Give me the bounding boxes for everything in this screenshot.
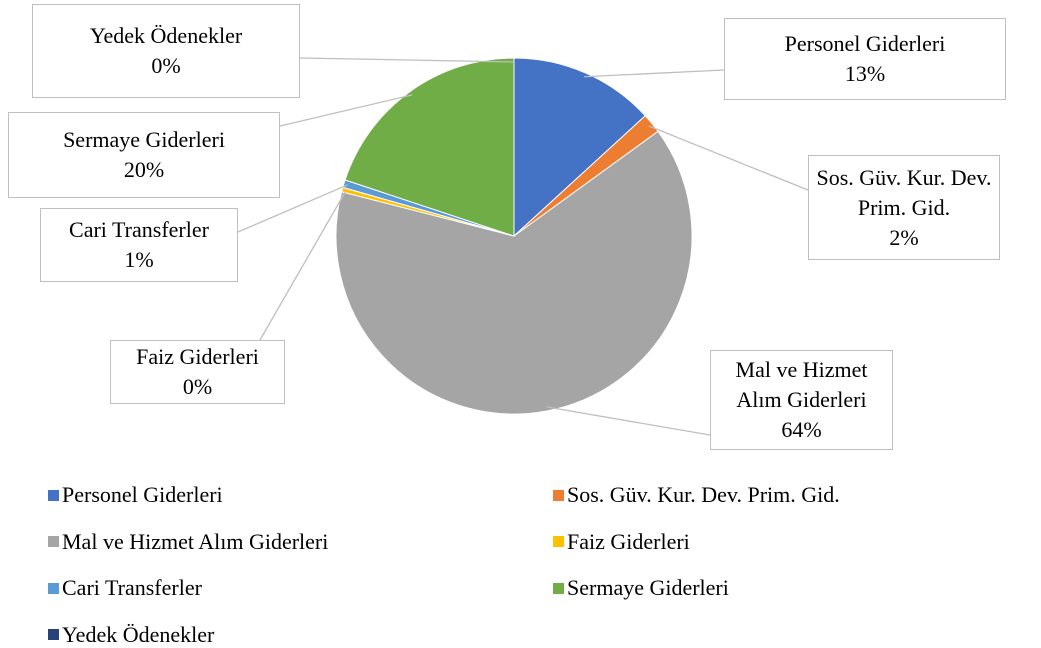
leader-line (584, 69, 725, 78)
legend-swatch (553, 536, 564, 547)
data-label-name: Faiz Giderleri (136, 344, 259, 369)
leader-line (237, 184, 348, 233)
data-label: Faiz Giderleri 0% (110, 340, 285, 404)
data-label-value: 64% (781, 417, 822, 442)
legend-item: Sos. Güv. Kur. Dev. Prim. Gid. (553, 480, 840, 510)
data-label-value: 0% (151, 53, 181, 78)
legend-swatch (48, 582, 59, 594)
pie-slice (344, 57, 515, 237)
legend-swatch (48, 536, 59, 547)
data-label-name: Personel Giderleri (784, 31, 946, 56)
legend-label: Faiz Giderleri (567, 528, 690, 554)
leader-line (299, 57, 515, 63)
leader-line (259, 190, 347, 341)
data-label-value: 13% (844, 61, 886, 86)
legend-label: Mal ve Hizmet Alım Giderleri (62, 528, 329, 554)
leader-line (648, 125, 809, 191)
pie-slice (335, 130, 693, 415)
data-label: Yedek Ödenekler 0% (32, 4, 300, 98)
data-label-value: 0% (182, 374, 213, 399)
data-label-name: Sos. Güv. Kur. Dev. Prim. Gid. (816, 164, 992, 220)
legend-item: Cari Transferler (48, 573, 202, 603)
data-label: Mal ve Hizmet Alım Giderleri 64% (710, 350, 893, 450)
legend-item: Sermaye Giderleri (553, 573, 729, 603)
data-label-name: Sermaye Giderleri (63, 127, 225, 152)
data-label: Sermaye Giderleri 20% (8, 112, 280, 198)
legend-swatch (48, 629, 59, 640)
legend-item: Mal ve Hizmet Alım Giderleri (48, 527, 328, 557)
legend-item: Faiz Giderleri (553, 527, 690, 557)
data-label: Personel Giderleri 13% (724, 18, 1006, 100)
legend-item: Personel Giderleri (48, 480, 223, 510)
data-label-value: 2% (889, 224, 919, 250)
data-label-value: 20% (123, 157, 165, 182)
legend-label: Yedek Ödenekler (62, 621, 215, 647)
legend-label: Sermaye Giderleri (567, 575, 729, 600)
legend-swatch (553, 489, 564, 501)
data-label-name: Cari Transferler (69, 217, 209, 242)
leader-line (279, 94, 413, 127)
legend-item: Yedek Ödenekler (48, 620, 214, 648)
data-label-value: 1% (124, 247, 154, 272)
legend-label: Cari Transferler (62, 575, 202, 600)
data-label-name: Yedek Ödenekler (89, 23, 243, 48)
pie-slice (513, 57, 646, 238)
legend-label: Personel Giderleri (62, 482, 223, 507)
legend-label: Sos. Güv. Kur. Dev. Prim. Gid. (567, 482, 840, 507)
data-label-name: Mal ve Hizmet Alım Giderleri (735, 357, 868, 412)
legend-swatch (48, 489, 59, 501)
data-label: Sos. Güv. Kur. Dev. Prim. Gid. 2% (808, 155, 1000, 260)
legend-swatch (553, 582, 564, 594)
data-label: Cari Transferler 1% (40, 208, 238, 282)
leader-line (546, 406, 711, 436)
